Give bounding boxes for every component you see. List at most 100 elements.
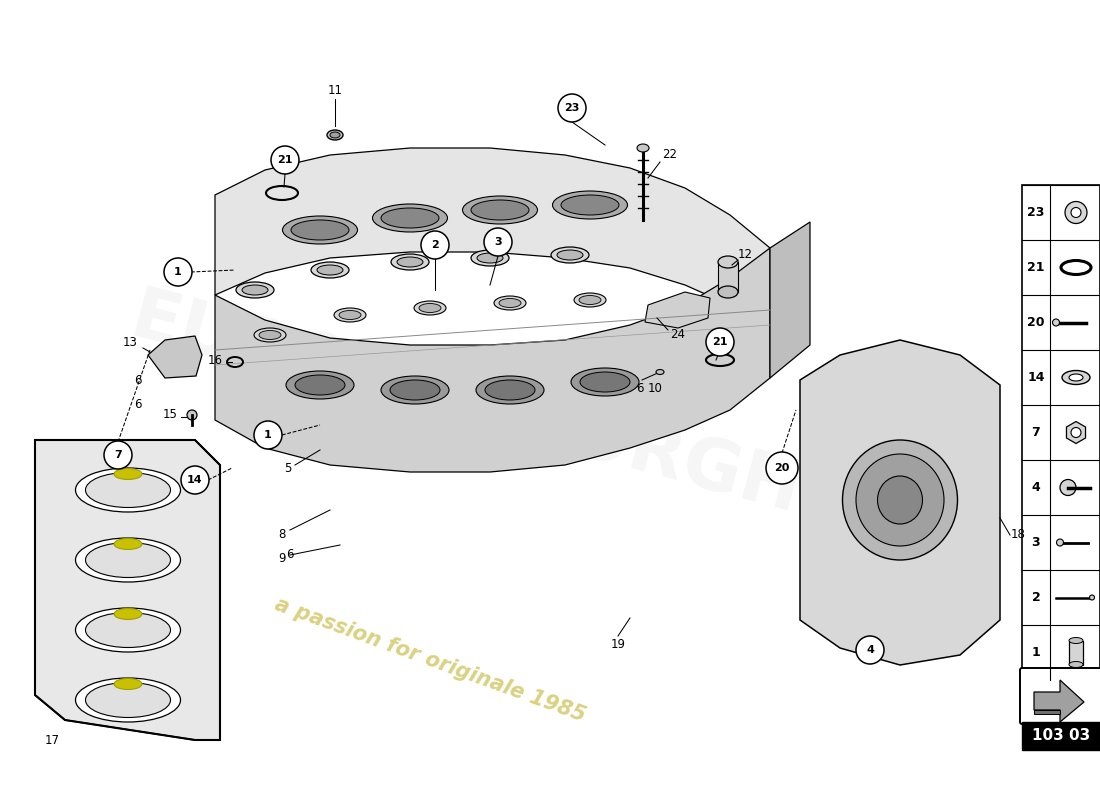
Bar xyxy=(1069,641,1084,665)
Ellipse shape xyxy=(580,372,630,392)
Circle shape xyxy=(271,146,299,174)
Ellipse shape xyxy=(414,301,446,315)
Ellipse shape xyxy=(1069,374,1084,381)
Ellipse shape xyxy=(476,376,544,404)
Ellipse shape xyxy=(381,376,449,404)
Text: 21: 21 xyxy=(713,337,728,347)
Text: 1: 1 xyxy=(264,430,272,440)
Ellipse shape xyxy=(552,191,627,219)
Ellipse shape xyxy=(485,380,535,400)
Text: EUROLAMBORGHINI: EUROLAMBORGHINI xyxy=(122,282,917,558)
Text: 16: 16 xyxy=(208,354,222,366)
Ellipse shape xyxy=(1069,662,1084,667)
Text: 1: 1 xyxy=(1032,646,1041,659)
Ellipse shape xyxy=(114,538,142,550)
Polygon shape xyxy=(770,222,810,378)
Ellipse shape xyxy=(76,538,180,582)
Ellipse shape xyxy=(236,282,274,298)
Ellipse shape xyxy=(390,254,429,270)
Ellipse shape xyxy=(477,253,503,263)
Text: a passion for originale 1985: a passion for originale 1985 xyxy=(272,594,588,726)
Ellipse shape xyxy=(419,303,441,313)
Ellipse shape xyxy=(86,473,170,507)
Ellipse shape xyxy=(114,469,142,479)
Bar xyxy=(1022,722,1100,750)
Ellipse shape xyxy=(76,678,180,722)
Text: 6: 6 xyxy=(134,374,142,386)
Ellipse shape xyxy=(283,216,358,244)
Ellipse shape xyxy=(1062,370,1090,385)
Text: 23: 23 xyxy=(1027,206,1045,219)
Polygon shape xyxy=(35,440,220,740)
Ellipse shape xyxy=(292,220,349,240)
Ellipse shape xyxy=(286,371,354,399)
Circle shape xyxy=(182,466,209,494)
Ellipse shape xyxy=(1071,427,1081,438)
Ellipse shape xyxy=(86,542,170,578)
Ellipse shape xyxy=(114,609,142,619)
Circle shape xyxy=(254,421,282,449)
Polygon shape xyxy=(800,340,1000,665)
Ellipse shape xyxy=(76,468,180,512)
Ellipse shape xyxy=(471,200,529,220)
Circle shape xyxy=(164,258,192,286)
Ellipse shape xyxy=(258,330,280,339)
FancyBboxPatch shape xyxy=(1020,668,1100,724)
Text: 2: 2 xyxy=(431,240,439,250)
Polygon shape xyxy=(214,248,770,472)
Ellipse shape xyxy=(114,678,142,690)
Ellipse shape xyxy=(86,682,170,718)
Ellipse shape xyxy=(557,250,583,260)
Ellipse shape xyxy=(718,256,738,268)
Ellipse shape xyxy=(373,204,448,232)
Ellipse shape xyxy=(637,144,649,152)
Ellipse shape xyxy=(1053,319,1059,326)
Ellipse shape xyxy=(571,368,639,396)
Circle shape xyxy=(421,231,449,259)
Ellipse shape xyxy=(86,613,170,647)
Polygon shape xyxy=(214,148,770,335)
Text: 20: 20 xyxy=(774,463,790,473)
Ellipse shape xyxy=(1060,479,1076,495)
Ellipse shape xyxy=(856,454,944,546)
Ellipse shape xyxy=(462,196,538,224)
Polygon shape xyxy=(1034,710,1060,714)
Text: 2: 2 xyxy=(1032,591,1041,604)
Ellipse shape xyxy=(499,298,521,307)
Ellipse shape xyxy=(311,262,349,278)
Text: 20: 20 xyxy=(1027,316,1045,329)
Ellipse shape xyxy=(390,380,440,400)
Text: 8: 8 xyxy=(278,529,286,542)
Text: 15: 15 xyxy=(163,409,177,422)
Ellipse shape xyxy=(656,370,664,374)
Ellipse shape xyxy=(317,265,343,275)
Ellipse shape xyxy=(295,375,345,395)
Ellipse shape xyxy=(334,308,366,322)
Ellipse shape xyxy=(718,286,738,298)
Ellipse shape xyxy=(339,310,361,319)
Text: 14: 14 xyxy=(1027,371,1045,384)
Ellipse shape xyxy=(561,195,619,215)
Circle shape xyxy=(484,228,512,256)
Ellipse shape xyxy=(878,476,923,524)
Ellipse shape xyxy=(579,295,601,305)
Circle shape xyxy=(856,636,884,664)
Ellipse shape xyxy=(1056,539,1064,546)
Ellipse shape xyxy=(574,293,606,307)
Ellipse shape xyxy=(381,208,439,228)
Text: 21: 21 xyxy=(277,155,293,165)
Ellipse shape xyxy=(494,296,526,310)
Ellipse shape xyxy=(843,440,957,560)
Polygon shape xyxy=(1034,680,1084,722)
Text: 22: 22 xyxy=(662,149,678,162)
Ellipse shape xyxy=(254,328,286,342)
Text: 6: 6 xyxy=(286,549,294,562)
Text: 3: 3 xyxy=(494,237,502,247)
Ellipse shape xyxy=(327,130,343,140)
Text: 4: 4 xyxy=(866,645,873,655)
Text: 103 03: 103 03 xyxy=(1032,729,1090,743)
Polygon shape xyxy=(148,336,202,378)
Circle shape xyxy=(558,94,586,122)
Text: 10: 10 xyxy=(648,382,662,394)
Ellipse shape xyxy=(397,257,424,267)
